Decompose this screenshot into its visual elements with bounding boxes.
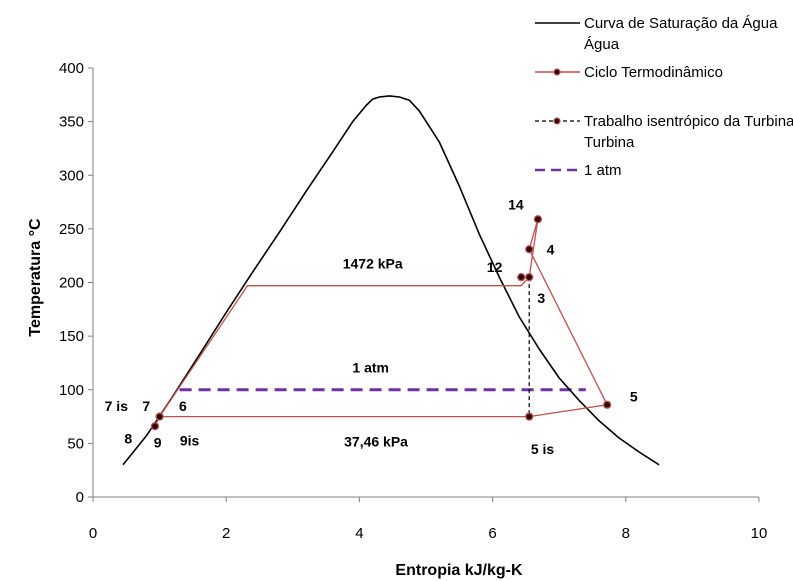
point-label: 14: [508, 197, 524, 213]
point-label: 9is: [180, 433, 200, 449]
y-tick-label: 200: [59, 275, 84, 292]
y-tick-label: 300: [59, 167, 84, 184]
point-label: 8: [124, 430, 132, 446]
point-label: 5 is: [531, 441, 555, 457]
legend-label-isentropic-wrap: Turbina: [584, 134, 635, 151]
x-axis-title: Entropia kJ/kg-K: [395, 562, 523, 579]
point-label: 5: [630, 389, 638, 405]
y-tick-label: 50: [67, 435, 84, 452]
legend-label-isentropic: Trabalho isentrópico da Turbina: [584, 113, 793, 130]
point-label: 1472 kPa: [343, 256, 403, 272]
legend-item-saturation: Curva de Saturação da Água Água: [535, 15, 778, 53]
y-tick-label: 400: [59, 60, 84, 77]
y-tick-label: 100: [59, 382, 84, 399]
y-tick-label: 250: [59, 221, 84, 238]
point-label: 7 is: [105, 398, 129, 414]
point-label: 3: [537, 290, 545, 306]
point-label: 6: [179, 398, 187, 414]
cycle-point-marker: [533, 215, 543, 224]
cycle-point-marker: [525, 412, 534, 421]
point-label: 12: [487, 259, 503, 275]
legend-label-atm: 1 atm: [584, 162, 622, 179]
x-tick-label: 6: [488, 525, 496, 542]
x-tick-label: 0: [89, 525, 97, 542]
legend-label-saturation: Curva de Saturação da Água: [584, 15, 778, 32]
point-label: 1 atm: [352, 360, 389, 376]
y-tick-label: 0: [76, 489, 84, 506]
y-axis-title: Temperatura °C: [27, 218, 44, 337]
cycle-point-marker: [155, 412, 164, 421]
legend-marker-cycle: [553, 68, 561, 76]
cycle-point-marker: [525, 245, 534, 254]
chart-legend: Curva de Saturação da Água Água Ciclo Te…: [535, 15, 793, 179]
legend-marker-isentropic: [553, 117, 561, 125]
cycle-point-marker: [525, 272, 534, 282]
y-tick-label: 350: [59, 114, 84, 131]
legend-item-isentropic: Trabalho isentrópico da Turbina Turbina: [535, 113, 793, 151]
point-label: 9: [154, 435, 162, 451]
y-tick-label: 150: [59, 328, 84, 345]
series-line-cycle: [154, 219, 609, 427]
point-label: 7: [142, 398, 150, 414]
legend-label-saturation-wrap: Água: [584, 36, 620, 53]
x-tick-label: 4: [355, 525, 363, 542]
x-tick-label: 10: [751, 525, 768, 542]
series-line-saturation-curve: [122, 95, 660, 466]
legend-item-cycle: Ciclo Termodinâmico: [535, 64, 723, 81]
plot-area: 0 50 100 150 200 250 300 350 400 0 2 4 6 8 10 Entropia …: [27, 60, 767, 579]
point-label: 37,46 kPa: [344, 434, 408, 450]
x-tick-label: 8: [622, 525, 630, 542]
cycle-point-marker: [150, 422, 160, 431]
cycle-point-marker: [517, 272, 526, 282]
legend-item-atm: 1 atm: [535, 162, 622, 179]
x-tick-label: 2: [222, 525, 230, 542]
cycle-point-marker: [603, 400, 612, 409]
legend-label-cycle: Ciclo Termodinâmico: [584, 64, 723, 81]
point-label: 4: [547, 242, 555, 258]
